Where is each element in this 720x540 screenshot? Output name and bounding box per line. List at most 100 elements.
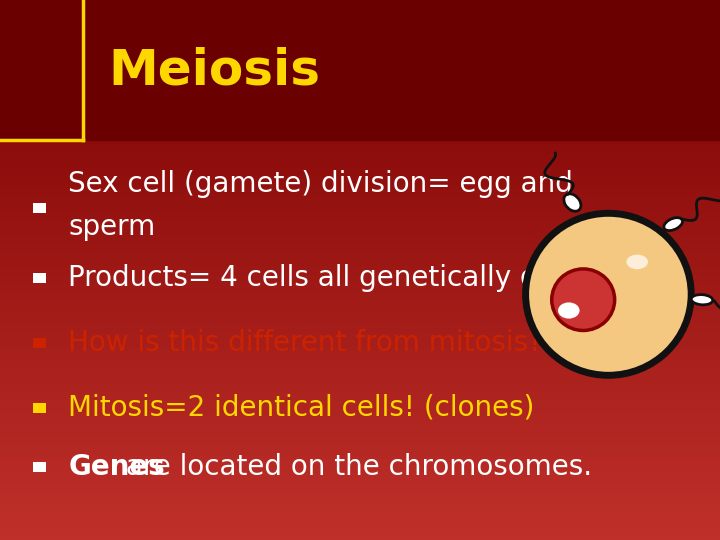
Bar	[0, 14, 720, 18]
Bar	[0, 122, 720, 126]
Bar	[0, 18, 720, 23]
Text: Sex cell (gamete) division= egg and: Sex cell (gamete) division= egg and	[68, 170, 573, 198]
Bar	[0, 347, 720, 351]
Ellipse shape	[558, 302, 580, 319]
Bar	[0, 387, 720, 392]
Bar	[0, 418, 720, 423]
Bar	[0, 40, 720, 45]
Bar	[0, 293, 720, 297]
Ellipse shape	[664, 218, 683, 231]
Bar	[0, 436, 720, 441]
Bar	[0, 428, 720, 432]
Bar	[0, 50, 720, 54]
Bar	[0, 450, 720, 455]
Bar	[0, 135, 720, 139]
Bar	[0, 504, 720, 509]
Bar	[0, 531, 720, 536]
Bar	[0, 468, 720, 472]
Bar	[0, 432, 720, 436]
Bar	[0, 446, 720, 450]
Bar	[0, 266, 720, 270]
Bar	[0, 423, 720, 428]
Bar	[0, 414, 720, 418]
Bar	[0, 297, 720, 301]
Bar	[0, 212, 720, 216]
Bar	[0, 409, 720, 414]
Bar	[0, 405, 720, 409]
Bar	[0, 463, 720, 468]
Bar	[0, 153, 720, 158]
Bar	[0, 189, 720, 193]
Bar	[0, 108, 720, 112]
Text: Meiosis: Meiosis	[108, 46, 320, 94]
Bar	[0, 180, 720, 185]
Bar	[0, 364, 720, 369]
Bar	[0, 355, 720, 360]
Bar	[0, 85, 720, 90]
Bar	[0, 148, 720, 153]
Bar	[0, 94, 720, 99]
Bar	[0, 513, 720, 517]
Bar	[0, 279, 720, 284]
Ellipse shape	[626, 254, 648, 269]
Bar	[0, 198, 720, 202]
Bar	[0, 126, 720, 131]
Bar	[0, 482, 720, 486]
Bar	[33, 203, 46, 213]
Bar	[0, 63, 720, 68]
Bar	[0, 166, 720, 171]
Bar	[0, 239, 720, 243]
Bar	[0, 216, 720, 220]
Bar	[33, 462, 46, 472]
Ellipse shape	[564, 194, 581, 211]
Bar	[0, 243, 720, 247]
Bar	[0, 401, 720, 405]
Bar	[0, 220, 720, 225]
Text: are located on the chromosomes.: are located on the chromosomes.	[117, 453, 593, 481]
Bar	[0, 342, 720, 347]
Text: Products= 4 cells all genetically differ: Products= 4 cells all genetically differ	[68, 264, 594, 292]
Bar	[0, 455, 720, 459]
Bar	[0, 36, 720, 40]
Bar	[0, 230, 720, 234]
Bar	[0, 9, 720, 14]
Bar	[0, 490, 720, 495]
Bar	[0, 225, 720, 229]
Bar	[0, 261, 720, 266]
Bar	[0, 72, 720, 77]
Bar	[0, 378, 720, 382]
Bar	[0, 486, 720, 490]
Bar	[0, 315, 720, 320]
Bar	[0, 459, 720, 463]
Bar	[0, 68, 720, 72]
Bar	[0, 256, 720, 261]
Bar	[0, 144, 720, 148]
Text: Mitosis=2 identical cells! (clones): Mitosis=2 identical cells! (clones)	[68, 394, 535, 422]
Bar	[0, 301, 720, 306]
Bar	[0, 176, 720, 180]
Bar	[0, 472, 720, 477]
Bar	[0, 0, 720, 140]
Bar	[0, 338, 720, 342]
Bar	[0, 23, 720, 27]
Bar	[0, 185, 720, 189]
Bar	[0, 536, 720, 540]
Bar	[33, 403, 46, 413]
Bar	[0, 509, 720, 513]
Bar	[0, 274, 720, 279]
Bar	[0, 495, 720, 500]
Bar	[0, 202, 720, 207]
Bar	[0, 104, 720, 108]
Bar	[0, 112, 720, 117]
Bar	[0, 522, 720, 526]
Bar	[0, 306, 720, 310]
Bar	[0, 369, 720, 374]
Bar	[0, 58, 720, 63]
Bar	[0, 207, 720, 212]
Bar	[0, 45, 720, 50]
Bar	[0, 360, 720, 364]
Bar	[0, 234, 720, 239]
Bar	[0, 333, 720, 338]
Bar	[0, 441, 720, 445]
Bar	[0, 131, 720, 135]
